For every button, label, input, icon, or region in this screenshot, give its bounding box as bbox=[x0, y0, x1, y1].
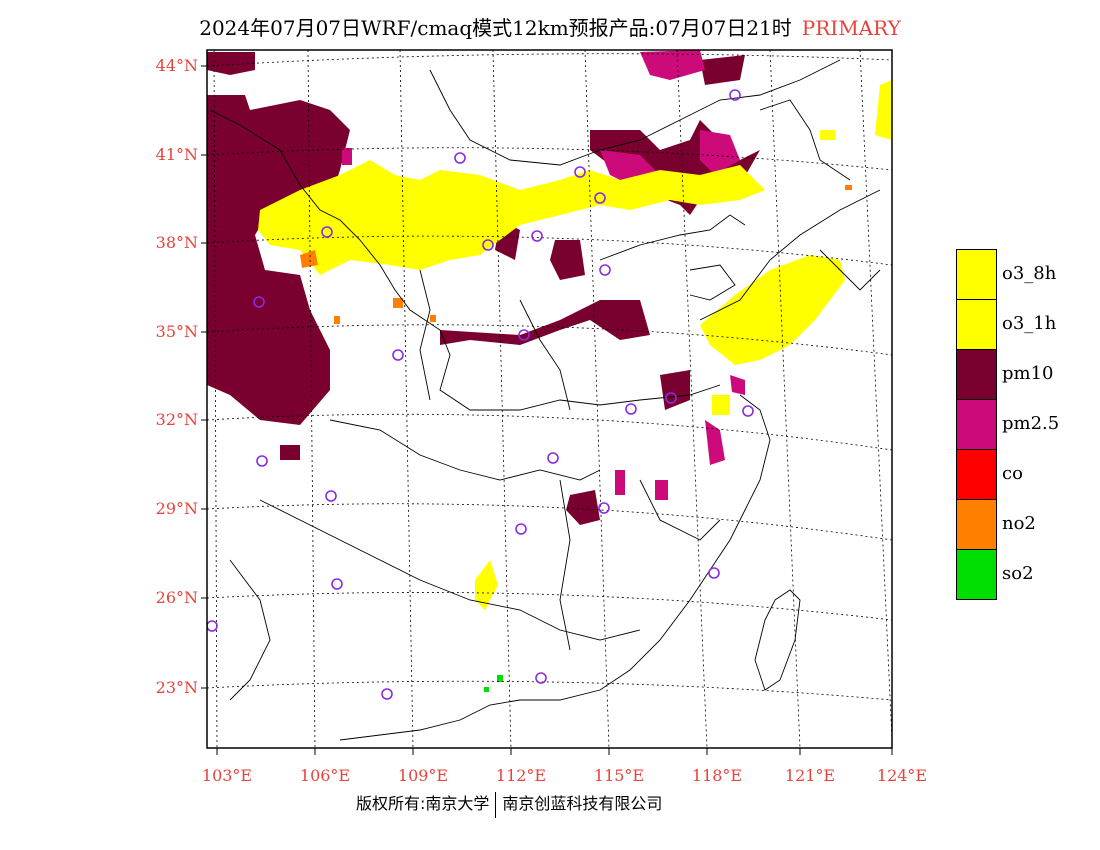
boundaries bbox=[209, 59, 881, 741]
copyright-footer: 版权所有:南京大学 南京创蓝科技有限公司 bbox=[356, 790, 662, 818]
legend-swatch bbox=[956, 399, 997, 450]
copyright-left: 版权所有:南京大学 bbox=[356, 794, 490, 813]
legend-label: o3_1h bbox=[1002, 313, 1057, 334]
o3-field bbox=[258, 80, 892, 610]
legend-label: pm10 bbox=[1002, 363, 1054, 384]
legend-label: o3_8h bbox=[1002, 263, 1057, 284]
lat-label-44: 44°N bbox=[155, 56, 198, 75]
legend-item-pm25: pm2.5 bbox=[956, 399, 1074, 450]
lat-label-32: 32°N bbox=[155, 410, 198, 429]
legend-label: no2 bbox=[1002, 513, 1036, 534]
lon-label-115: 115°E bbox=[593, 766, 645, 785]
lat-label-29: 29°N bbox=[155, 499, 198, 518]
lat-label-41: 41°N bbox=[155, 145, 198, 164]
tick-marks bbox=[201, 65, 893, 755]
legend-item-co: co bbox=[956, 449, 1074, 500]
station-markers bbox=[207, 89, 754, 700]
legend-label: co bbox=[1002, 463, 1023, 484]
title-text: 2024年07月07日WRF/cmaq模式12km预报产品:07月07日21时 bbox=[199, 16, 792, 40]
lat-label-35: 35°N bbox=[155, 322, 198, 341]
legend-swatch bbox=[956, 549, 997, 600]
graticule bbox=[207, 50, 892, 748]
legend-item-pm10: pm10 bbox=[956, 349, 1074, 400]
legend-label: so2 bbox=[1002, 563, 1034, 584]
legend-item-no2: no2 bbox=[956, 499, 1074, 550]
copyright-right: 南京创蓝科技有限公司 bbox=[502, 794, 663, 813]
lon-label-118: 118°E bbox=[691, 766, 743, 785]
lon-label-103: 103°E bbox=[201, 766, 253, 785]
so2-field bbox=[484, 675, 503, 692]
legend-item-so2: so2 bbox=[956, 549, 1074, 600]
legend-swatch bbox=[956, 249, 997, 300]
lon-label-109: 109°E bbox=[397, 766, 449, 785]
lat-label-23: 23°N bbox=[155, 678, 198, 697]
map-border bbox=[206, 49, 893, 749]
map-content bbox=[207, 50, 892, 748]
pm10-field bbox=[207, 52, 760, 525]
legend-item-o3-1h: o3_1h bbox=[956, 299, 1074, 350]
map-title: 2024年07月07日WRF/cmaq模式12km预报产品:07月07日21时 P… bbox=[0, 12, 1100, 41]
lon-label-112: 112°E bbox=[495, 766, 547, 785]
legend-swatch bbox=[956, 499, 997, 550]
no2-field bbox=[300, 185, 852, 324]
legend-item-o3-8h: o3_8h bbox=[956, 249, 1074, 300]
legend-swatch bbox=[956, 449, 997, 500]
footer-divider bbox=[495, 791, 497, 818]
lat-label-38: 38°N bbox=[155, 233, 198, 252]
legend-label: pm2.5 bbox=[1002, 413, 1060, 434]
lon-label-121: 121°E bbox=[784, 766, 836, 785]
legend-swatch bbox=[956, 299, 997, 350]
lat-label-26: 26°N bbox=[155, 588, 198, 607]
pm25-field bbox=[342, 50, 745, 500]
title-tag: PRIMARY bbox=[801, 16, 901, 40]
lon-label-106: 106°E bbox=[299, 766, 351, 785]
legend: o3_8h o3_1h pm10 pm2.5 co no2 so2 bbox=[956, 249, 1074, 600]
lon-label-124: 124°E bbox=[876, 766, 928, 785]
legend-swatch bbox=[956, 349, 997, 400]
